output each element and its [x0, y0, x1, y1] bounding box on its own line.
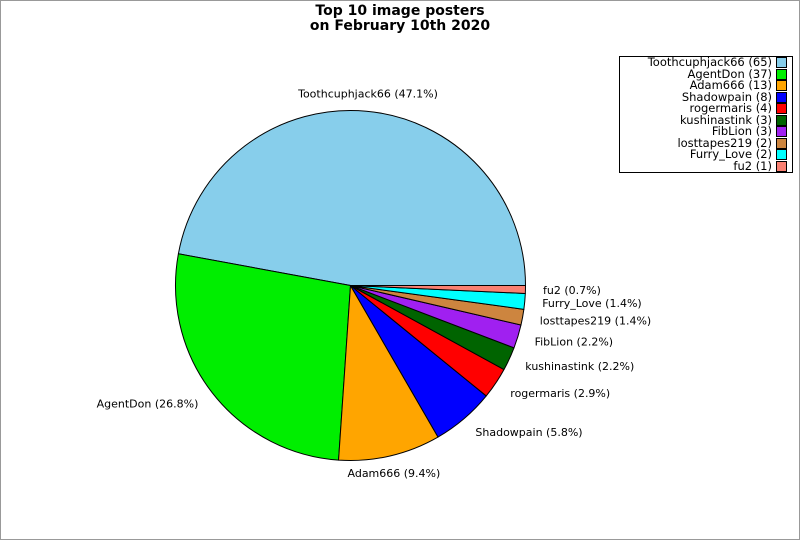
pie-slice-label-fu2: fu2 (0.7%)	[543, 284, 601, 297]
legend-item-rogermaris: rogermaris (4)	[620, 101, 792, 115]
legend-item-FibLion: FibLion (3)	[620, 124, 792, 138]
pie-slice-label-AgentDon: AgentDon (26.8%)	[97, 397, 199, 410]
legend-item-label: kushinastink (3)	[680, 112, 772, 127]
legend-item-Adam666: Adam666 (13)	[620, 78, 792, 92]
legend-color-swatch	[776, 57, 787, 69]
legend-item-Furry_Love: Furry_Love (2)	[620, 147, 792, 161]
pie-slice-Adam666	[338, 285, 439, 461]
legend-color-swatch	[776, 80, 787, 92]
pie-slice-AgentDon	[174, 253, 351, 461]
pie-slice-label-kushinastink: kushinastink (2.2%)	[525, 360, 634, 373]
pie-slice-fu2	[350, 285, 527, 294]
chart-title: Top 10 image posters on February 10th 20…	[309, 3, 491, 34]
legend-item-label: Adam666 (13)	[689, 78, 772, 92]
legend-item-Toothcuphjack66: Toothcuphjack66 (65)	[620, 55, 792, 69]
pie-slice-label-Shadowpain: Shadowpain (5.8%)	[475, 426, 582, 439]
legend-color-swatch	[776, 114, 787, 126]
pie-slice-label-FibLion: FibLion (2.2%)	[535, 335, 613, 348]
pie-slice-label-Adam666: Adam666 (9.4%)	[348, 467, 441, 480]
legend-item-label: Shadowpain (8)	[681, 89, 772, 104]
legend-color-swatch	[776, 91, 787, 103]
legend-color-swatch	[776, 149, 787, 161]
legend-color-swatch	[776, 160, 787, 172]
legend-item-label: FibLion (3)	[711, 124, 772, 138]
pie-slice-label-Furry_Love: Furry_Love (1.4%)	[542, 297, 642, 310]
legend-color-swatch	[776, 126, 787, 138]
legend-item-losttapes219: losttapes219 (2)	[620, 135, 792, 150]
legend-item-label: losttapes219 (2)	[677, 135, 772, 150]
legend-item-label: Furry_Love (2)	[689, 147, 772, 161]
legend-item-AgentDon: AgentDon (37)	[620, 66, 792, 81]
legend-color-swatch	[776, 68, 787, 80]
pie-slice-label-Toothcuphjack66: Toothcuphjack66 (47.1%)	[297, 88, 438, 101]
legend-item-label: fu2 (1)	[733, 158, 772, 173]
pie-slice-label-losttapes219: losttapes219 (1.4%)	[540, 314, 651, 327]
pie-slice-Toothcuphjack66	[177, 109, 526, 286]
legend-item-label: Toothcuphjack66 (65)	[647, 55, 772, 69]
legend-item-fu2: fu2 (1)	[620, 158, 792, 173]
legend-box: Toothcuphjack66 (65) AgentDon (37) Adam666…	[619, 56, 793, 173]
legend-color-swatch	[776, 137, 787, 149]
legend-item-label: AgentDon (37)	[687, 66, 772, 81]
legend-item-kushinastink: kushinastink (3)	[620, 112, 792, 127]
pie-slice-label-rogermaris: rogermaris (2.9%)	[510, 387, 610, 400]
legend-color-swatch	[776, 103, 787, 115]
legend-item-label: rogermaris (4)	[689, 101, 772, 115]
legend-item-Shadowpain: Shadowpain (8)	[620, 89, 792, 104]
